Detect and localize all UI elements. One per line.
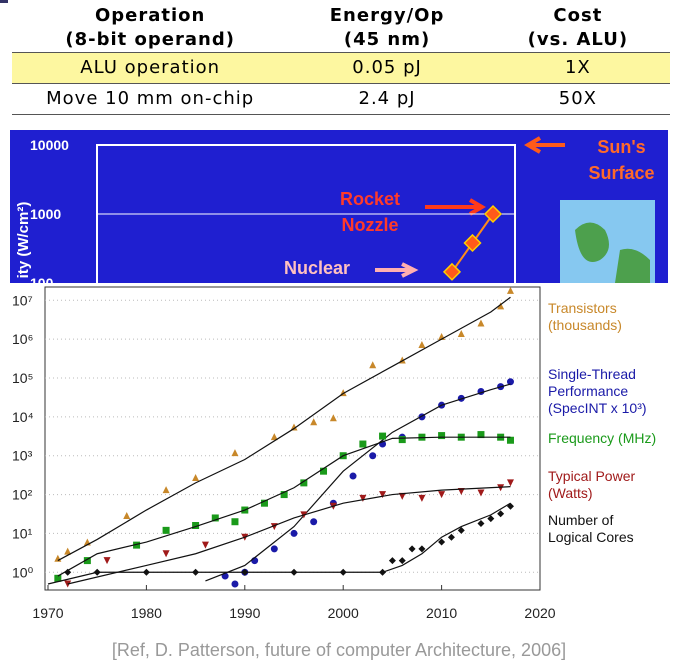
annotation: Rocket Nozzle (340, 186, 400, 238)
caption: [Ref, D. Patterson, future of computer A… (0, 640, 678, 661)
y-tick-label: 100 (30, 275, 54, 291)
slide: Operation (8-bit operand)Energy/Op (45 n… (0, 0, 678, 666)
legend-entry: Transistors (thousands) (548, 300, 674, 334)
y-tick-label: 10000 (30, 137, 69, 153)
legend-entry: Frequency (MHz) (548, 430, 674, 447)
annotation: Nuclear (284, 255, 350, 281)
y-tick-label: 1000 (30, 206, 61, 222)
legend-entry: Typical Power (Watts) (548, 468, 674, 502)
legend-entry: Number of Logical Cores (548, 512, 674, 546)
legend-entry: Single-Thread Performance (SpecINT x 10³… (548, 366, 674, 417)
annotation: Sun's Surface (565, 134, 678, 186)
